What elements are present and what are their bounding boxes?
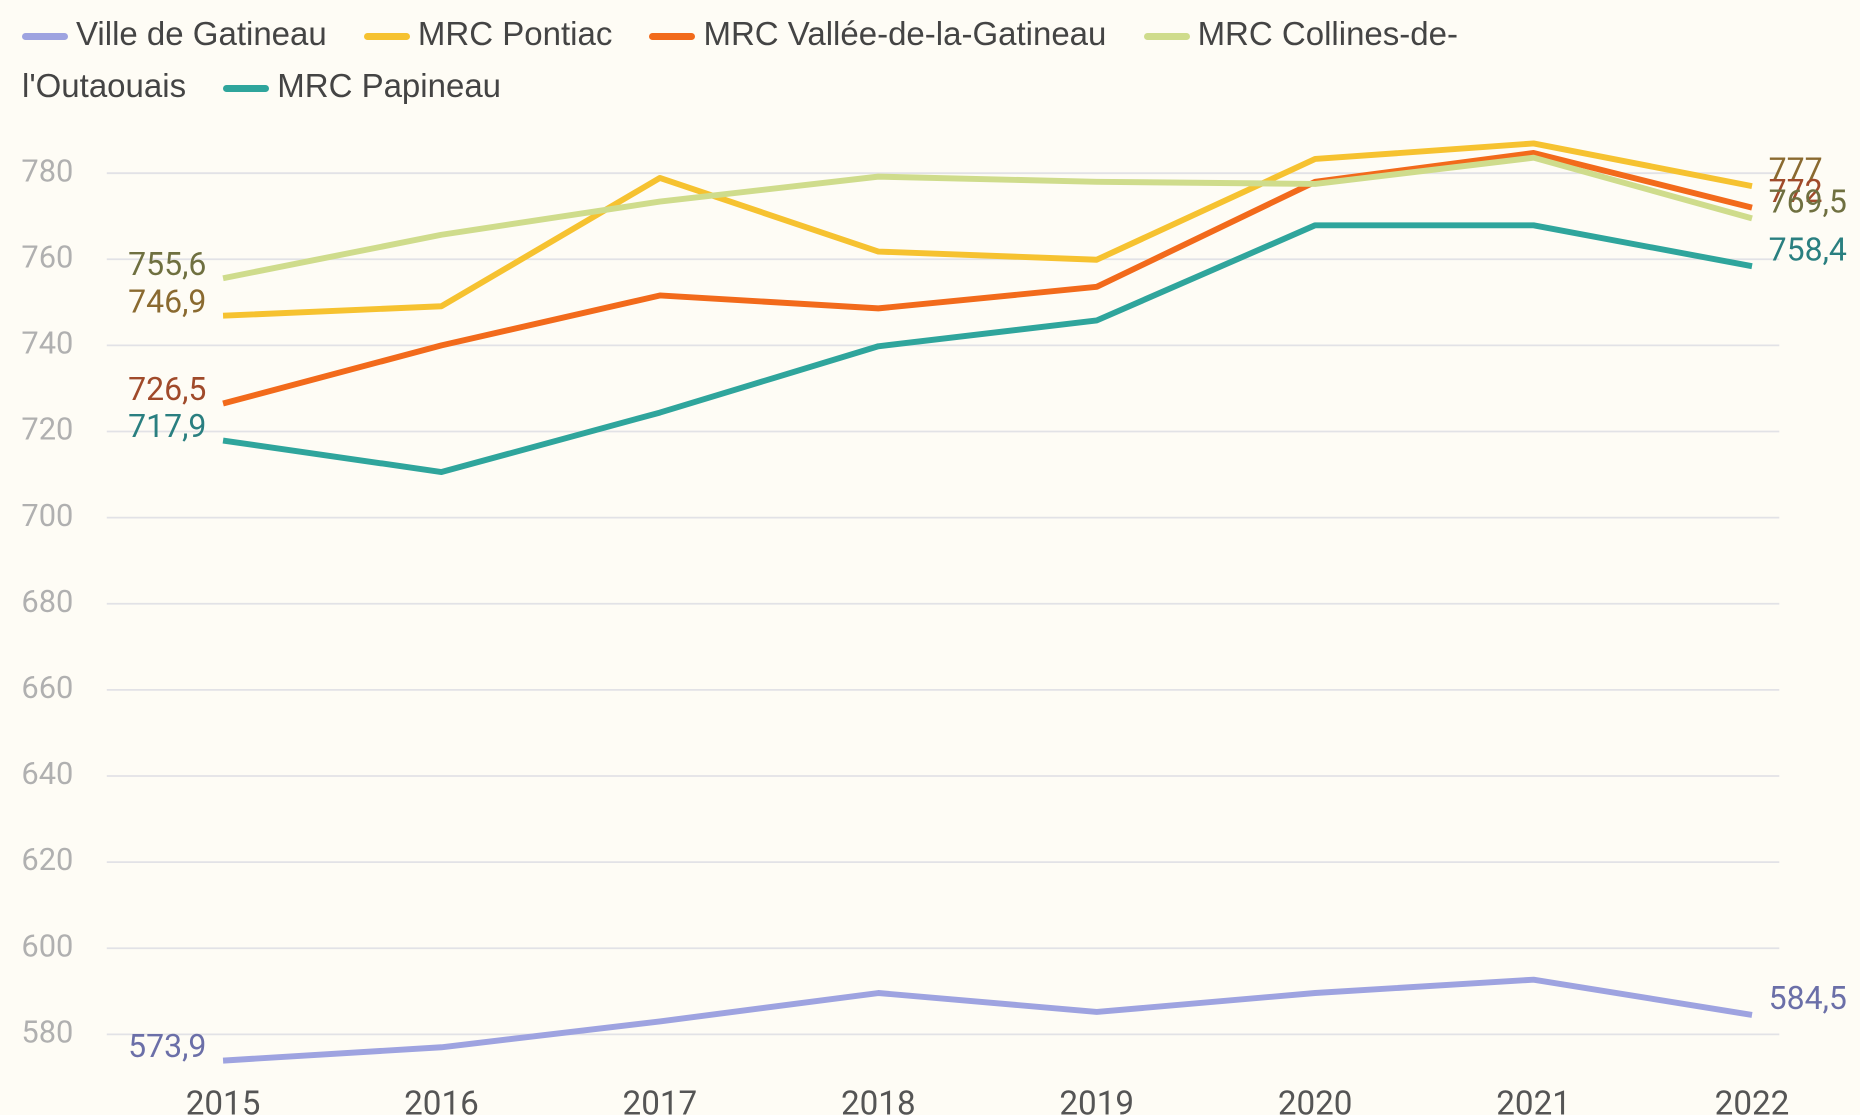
legend-label: MRC Pontiac — [417, 15, 613, 52]
series-line — [222, 154, 1753, 282]
legend-label: MRC Papineau — [277, 67, 502, 104]
data-label: 758,4 — [1769, 230, 1847, 268]
y-tick-label: 740 — [21, 325, 73, 362]
legend-label: Ville de Gatineau — [76, 15, 327, 52]
y-tick-label: 720 — [21, 411, 73, 448]
data-label: 573,9 — [128, 1027, 206, 1065]
y-tick-label: 600 — [21, 927, 73, 964]
x-tick-label: 2019 — [1059, 1084, 1134, 1115]
legend-label: MRC Collines-de-l'Outaouais — [22, 15, 1458, 104]
x-tick-label: 2016 — [404, 1084, 479, 1115]
data-label: 717,9 — [128, 407, 206, 445]
series-line — [222, 222, 1753, 475]
data-label: 769,5 — [1769, 183, 1847, 221]
x-tick-label: 2018 — [841, 1084, 916, 1115]
y-tick-label: 660 — [21, 669, 73, 706]
data-label: 755,6 — [128, 245, 206, 283]
legend-entry: MRC Collines-de-l'Outaouais — [22, 15, 1458, 104]
y-tick-label: 620 — [21, 841, 73, 878]
data-label: 772 — [1769, 172, 1823, 210]
y-tick-label: 700 — [21, 497, 73, 534]
x-tick-label: 2022 — [1715, 1084, 1790, 1115]
series-line — [222, 976, 1753, 1064]
data-label: 726,5 — [128, 370, 206, 408]
legend-entry: Ville de Gatineau — [22, 15, 327, 52]
y-tick-label: 760 — [21, 238, 73, 275]
legend-swatch — [649, 32, 696, 40]
y-tick-label: 680 — [21, 583, 73, 620]
y-tick-label: 780 — [21, 152, 73, 189]
legend-swatch — [223, 84, 270, 92]
data-label: 777 — [1769, 150, 1823, 188]
x-tick-label: 2017 — [623, 1084, 698, 1115]
legend-entry: MRC Vallée-de-la-Gatineau — [649, 15, 1106, 52]
legend-entry: MRC Papineau — [223, 67, 501, 104]
series-line — [222, 149, 1753, 407]
series-line — [222, 140, 1753, 319]
y-tick-label: 580 — [21, 1013, 73, 1050]
data-label: 584,5 — [1769, 979, 1847, 1017]
data-label: 746,9 — [128, 282, 206, 320]
legend-swatch — [22, 32, 68, 40]
legend-entry: MRC Pontiac — [363, 15, 613, 52]
x-tick-label: 2015 — [186, 1084, 261, 1115]
x-tick-label: 2021 — [1496, 1084, 1571, 1115]
legend-label: MRC Vallée-de-la-Gatineau — [703, 15, 1107, 52]
legend: Ville de Gatineau MRC Pontiac MRC Vallée… — [22, 8, 1582, 112]
y-tick-label: 640 — [21, 755, 73, 792]
x-tick-label: 2020 — [1278, 1084, 1353, 1115]
legend-swatch — [1143, 32, 1190, 40]
legend-swatch — [363, 32, 410, 40]
